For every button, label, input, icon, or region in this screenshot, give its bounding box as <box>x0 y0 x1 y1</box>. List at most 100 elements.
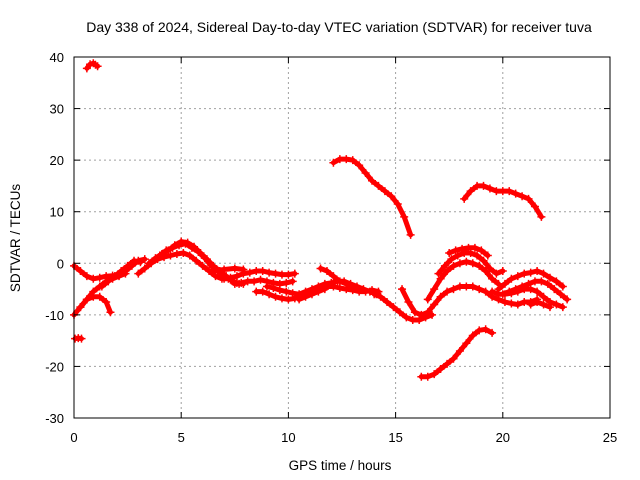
series-line <box>425 259 501 302</box>
series-arc-18 <box>370 290 437 325</box>
series-arc-6 <box>97 256 145 291</box>
data-point <box>533 287 542 296</box>
data-point <box>423 295 432 304</box>
data-point <box>282 278 291 287</box>
x-tick-label: 0 <box>70 430 77 445</box>
data-point <box>488 287 497 296</box>
data-point <box>232 272 241 281</box>
data-point <box>410 308 419 317</box>
x-tick-label: 10 <box>281 430 295 445</box>
data-point <box>443 267 452 276</box>
series-arc-15 <box>316 264 364 294</box>
data-point <box>355 161 364 170</box>
data-point <box>430 285 439 294</box>
data-point <box>526 285 535 294</box>
data-points <box>70 59 572 381</box>
data-point <box>368 176 377 185</box>
data-point <box>434 269 443 278</box>
series-arc-5 <box>76 292 115 317</box>
data-point <box>342 279 351 288</box>
data-point <box>314 287 323 296</box>
data-point <box>123 261 132 270</box>
data-point <box>468 259 477 268</box>
data-point <box>262 282 271 291</box>
data-point <box>140 255 149 264</box>
data-point <box>468 282 477 291</box>
data-point <box>245 268 254 277</box>
series-arc-27 <box>488 285 567 312</box>
data-point <box>95 273 104 282</box>
data-point <box>301 292 310 301</box>
series-arc-22 <box>445 243 492 260</box>
data-point <box>329 158 338 167</box>
data-point <box>481 325 490 334</box>
data-point <box>134 269 143 278</box>
data-point <box>97 282 106 291</box>
y-tick-label: 10 <box>50 205 64 220</box>
data-point <box>329 272 338 281</box>
data-point <box>93 62 102 71</box>
data-point <box>526 300 535 309</box>
data-point <box>155 251 164 260</box>
data-point <box>200 254 209 263</box>
data-point <box>479 256 488 265</box>
data-point <box>475 326 484 335</box>
data-point <box>417 310 426 319</box>
data-point <box>455 346 464 355</box>
data-point <box>230 264 239 273</box>
data-point <box>545 273 554 282</box>
data-point <box>192 256 201 265</box>
data-point <box>479 181 488 190</box>
data-point <box>361 169 370 178</box>
data-point <box>507 289 516 298</box>
data-point <box>460 194 469 203</box>
data-point <box>102 297 111 306</box>
data-point <box>110 272 119 281</box>
data-point <box>383 297 392 306</box>
data-point <box>543 279 552 288</box>
data-point <box>500 290 509 299</box>
data-point <box>82 64 91 73</box>
data-point <box>327 278 336 287</box>
data-point <box>539 269 548 278</box>
data-point <box>436 365 445 374</box>
data-point <box>475 261 484 270</box>
series-arc-24 <box>460 181 546 221</box>
data-point <box>537 212 546 221</box>
data-point <box>136 258 145 267</box>
data-point <box>288 289 297 298</box>
series-arc-28 <box>526 297 554 312</box>
data-point <box>451 246 460 255</box>
data-point <box>443 359 452 368</box>
axis-ticks: 0 5 10 15 20 25 -30 -20 -10 0 10 20 30 40 <box>45 50 617 445</box>
data-point <box>533 267 542 276</box>
data-point <box>140 264 149 273</box>
chart-title: Day 338 of 2024, Sidereal Day-to-day VTE… <box>86 19 592 35</box>
y-tick-label: -30 <box>45 411 64 426</box>
data-point <box>265 290 274 299</box>
data-point <box>445 248 454 257</box>
plot-frame <box>73 56 611 419</box>
data-point <box>288 277 297 286</box>
series-line <box>418 326 495 380</box>
data-point <box>483 251 492 260</box>
data-point <box>556 290 565 299</box>
data-point <box>380 187 389 196</box>
y-tick-label: 0 <box>57 256 64 271</box>
data-point <box>393 199 402 208</box>
series-arc-23 <box>417 325 497 381</box>
data-point <box>209 267 218 276</box>
data-point <box>488 274 497 283</box>
data-point <box>550 285 559 294</box>
data-point <box>488 328 497 337</box>
data-point <box>168 243 177 252</box>
series-arc-26 <box>498 277 572 304</box>
data-point <box>237 278 246 287</box>
data-point <box>552 300 561 309</box>
data-point <box>398 285 407 294</box>
data-point <box>258 267 267 276</box>
data-point <box>239 269 248 278</box>
data-point <box>524 279 533 288</box>
data-point <box>389 303 398 312</box>
data-point <box>290 269 299 278</box>
